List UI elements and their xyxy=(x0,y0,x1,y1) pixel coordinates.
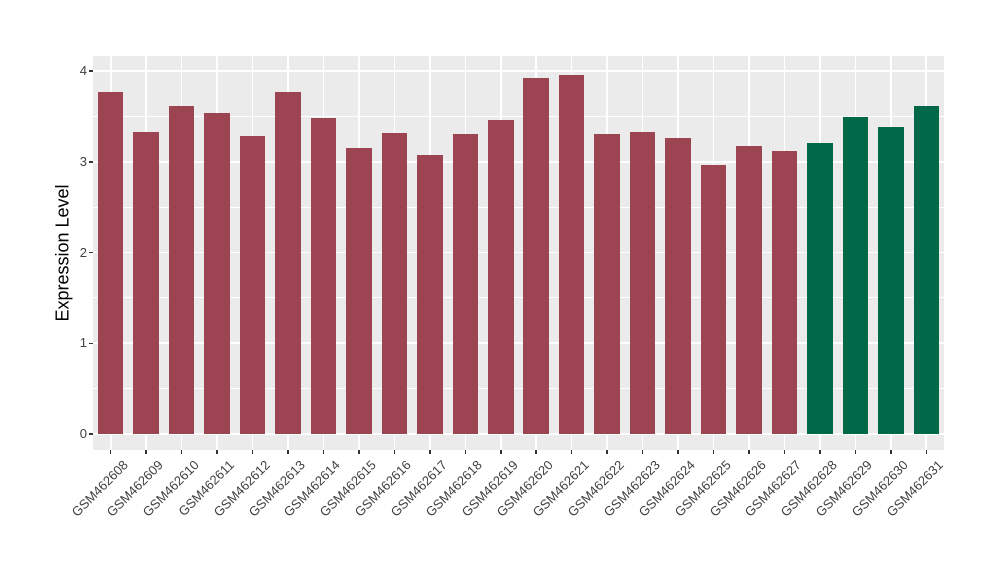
bar-GSM462626 xyxy=(736,146,762,434)
x-tick-mark xyxy=(641,450,644,454)
major-gridline-y xyxy=(93,70,944,72)
x-tick-mark xyxy=(393,450,396,454)
bar-GSM462617 xyxy=(417,155,443,434)
y-tick-mark xyxy=(89,342,93,344)
x-tick-mark xyxy=(783,450,786,454)
x-tick-mark xyxy=(570,450,573,454)
x-tick-mark xyxy=(145,450,147,454)
x-tick-mark xyxy=(287,450,289,454)
x-tick-mark xyxy=(464,450,467,454)
major-gridline-y xyxy=(93,433,944,435)
y-tick-mark xyxy=(89,70,93,72)
bar-GSM462630 xyxy=(878,127,904,434)
y-tick-label: 0 xyxy=(79,426,87,441)
x-tick-mark xyxy=(500,450,502,454)
major-gridline-y xyxy=(93,251,944,254)
minor-gridline-y xyxy=(93,297,944,299)
x-tick-mark xyxy=(216,450,218,454)
x-tick-mark xyxy=(180,450,183,454)
bar-GSM462615 xyxy=(346,148,372,434)
bar-GSM462622 xyxy=(594,133,620,434)
bar-GSM462627 xyxy=(771,150,798,434)
y-tick-label: 2 xyxy=(79,244,87,260)
x-tick-mark xyxy=(854,450,857,454)
x-tick-mark xyxy=(925,450,928,454)
bar-GSM462631 xyxy=(913,106,940,434)
x-tick-mark xyxy=(322,450,325,454)
y-tick-mark xyxy=(89,161,93,163)
x-tick-mark xyxy=(712,450,715,454)
bar-GSM462623 xyxy=(629,131,656,434)
bar-GSM462619 xyxy=(488,120,514,434)
x-tick-mark xyxy=(748,450,750,454)
major-gridline-y xyxy=(93,160,944,163)
bar-GSM462616 xyxy=(381,132,408,434)
y-tick-label: 1 xyxy=(79,335,87,351)
y-tick-mark xyxy=(89,251,93,254)
x-tick-mark xyxy=(819,450,821,454)
x-tick-mark xyxy=(358,450,360,454)
x-tick-mark xyxy=(535,450,537,454)
x-tick-mark xyxy=(429,450,431,454)
x-tick-mark xyxy=(677,450,679,454)
bar-GSM462625 xyxy=(700,165,727,434)
plot-panel xyxy=(93,56,944,450)
bar-GSM462612 xyxy=(239,136,266,434)
minor-gridline-y xyxy=(93,206,944,208)
bar-GSM462610 xyxy=(168,106,195,434)
major-gridline-y xyxy=(93,342,944,345)
y-tick-label: 4 xyxy=(79,63,87,78)
bar-GSM462624 xyxy=(665,138,691,434)
y-tick-mark xyxy=(89,433,93,435)
bar-GSM462608 xyxy=(97,91,124,434)
bar-GSM462628 xyxy=(807,142,833,434)
bar-GSM462618 xyxy=(452,133,479,434)
bar-GSM462611 xyxy=(204,112,230,434)
bar-GSM462613 xyxy=(275,91,301,434)
bar-GSM462621 xyxy=(558,74,585,434)
bar-GSM462609 xyxy=(133,131,159,434)
y-tick-label: 3 xyxy=(79,153,87,169)
minor-gridline-y xyxy=(93,115,944,117)
bar-GSM462614 xyxy=(310,118,337,434)
minor-gridline-y xyxy=(93,388,944,390)
bar-GSM462620 xyxy=(523,78,549,434)
bar-GSM462629 xyxy=(842,117,869,434)
x-tick-mark xyxy=(251,450,254,454)
x-tick-mark xyxy=(890,450,892,454)
x-tick-mark xyxy=(109,450,112,454)
x-tick-mark xyxy=(606,450,608,454)
